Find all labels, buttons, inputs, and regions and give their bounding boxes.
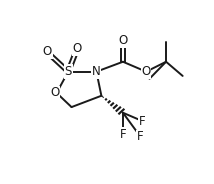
Text: F: F [139,115,145,128]
Text: F: F [137,130,144,143]
Text: O: O [141,65,151,78]
Text: O: O [73,43,82,56]
Text: S: S [65,65,72,78]
Text: O: O [50,86,59,99]
Text: N: N [92,65,101,78]
Text: O: O [43,45,52,58]
Text: O: O [118,34,128,47]
Text: F: F [120,128,126,141]
